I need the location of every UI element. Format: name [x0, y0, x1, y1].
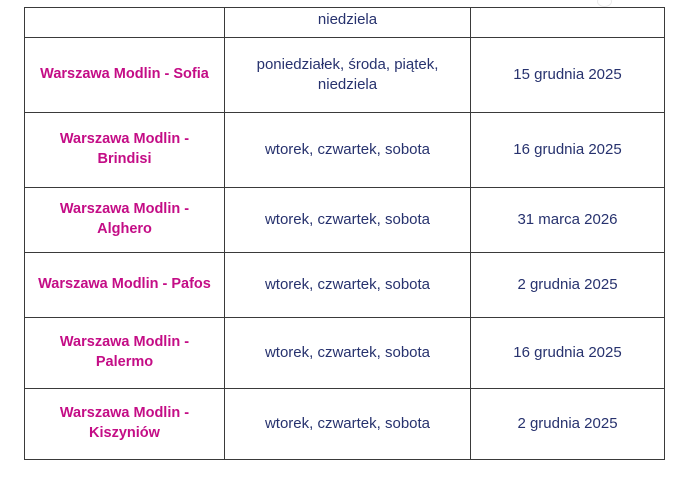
date-cell: 2 grudnia 2025	[470, 252, 665, 318]
flight-schedule-table: niedziela Warszawa Modlin - Sofia ponied…	[24, 7, 665, 460]
days-cell: wtorek, czwartek, sobota	[224, 112, 471, 188]
route-cell: Warszawa Modlin - Kiszyniów	[24, 388, 225, 460]
days-cell: wtorek, czwartek, sobota	[224, 187, 471, 253]
page-artifact-arc-icon	[597, 0, 612, 7]
date-cell: 16 grudnia 2025	[470, 112, 665, 188]
date-cell: 31 marca 2026	[470, 187, 665, 253]
date-cell: 16 grudnia 2025	[470, 317, 665, 389]
date-cell	[470, 7, 665, 38]
days-cell: wtorek, czwartek, sobota	[224, 317, 471, 389]
route-cell: Warszawa Modlin - Palermo	[24, 317, 225, 389]
days-cell: poniedziałek, środa, piątek, niedziela	[224, 37, 471, 113]
route-cell	[24, 7, 225, 38]
table-row: Warszawa Modlin - Alghero wtorek, czwart…	[24, 187, 665, 253]
table-row: Warszawa Modlin - Sofia poniedziałek, śr…	[24, 37, 665, 113]
days-cell: wtorek, czwartek, sobota	[224, 252, 471, 318]
route-cell: Warszawa Modlin - Brindisi	[24, 112, 225, 188]
table-row: niedziela	[24, 7, 665, 38]
table-row: Warszawa Modlin - Pafos wtorek, czwartek…	[24, 252, 665, 318]
days-cell: niedziela	[224, 7, 471, 38]
table-row: Warszawa Modlin - Palermo wtorek, czwart…	[24, 317, 665, 389]
route-cell: Warszawa Modlin - Sofia	[24, 37, 225, 113]
schedule-table-body: niedziela Warszawa Modlin - Sofia ponied…	[24, 7, 665, 460]
table-row: Warszawa Modlin - Brindisi wtorek, czwar…	[24, 112, 665, 188]
days-cell: wtorek, czwartek, sobota	[224, 388, 471, 460]
route-cell: Warszawa Modlin - Pafos	[24, 252, 225, 318]
date-cell: 15 grudnia 2025	[470, 37, 665, 113]
route-cell: Warszawa Modlin - Alghero	[24, 187, 225, 253]
table-row: Warszawa Modlin - Kiszyniów wtorek, czwa…	[24, 388, 665, 460]
date-cell: 2 grudnia 2025	[470, 388, 665, 460]
